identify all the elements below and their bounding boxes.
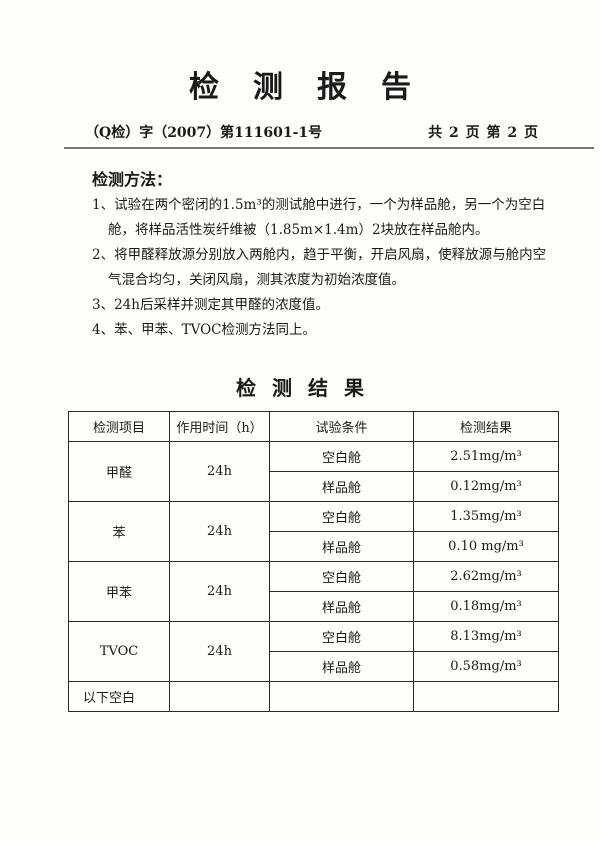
table-footer-row: 以下空白: [68, 681, 559, 712]
report-title: 检测报告: [189, 70, 445, 105]
condition-cell: 空白舱: [269, 561, 414, 592]
condition-cell: 空白舱: [269, 621, 414, 652]
item-cell: TVOC: [68, 621, 170, 682]
empty-cell: [169, 681, 270, 712]
header-result: 检测结果: [413, 411, 559, 442]
table-row: 样品舱 0.12mg/m³: [69, 471, 559, 502]
item-cell: 甲苯: [68, 561, 170, 622]
time-cell: 24h: [169, 561, 270, 622]
table-row: 样品舱 0.10 mg/m³: [69, 531, 559, 562]
method-line: 舱，将样品活性炭纤维被（1.85m×1.4m）2块放在样品舱内。: [108, 222, 489, 238]
condition-cell: 样品舱: [269, 591, 414, 622]
page-info: 共 2 页 第 2 页: [428, 125, 538, 141]
method-line: 1、试验在两个密闭的1.5m³的测试舱中进行，一个为样品舱，另一个为空白: [92, 197, 546, 213]
header-rule: [64, 147, 594, 149]
condition-cell: 样品舱: [269, 651, 414, 682]
header-time: 作用时间（h）: [169, 411, 270, 442]
document-number: （Q检）字（2007）第111601-1号: [85, 125, 323, 141]
time-cell: 24h: [169, 621, 270, 682]
results-heading: 检测结果: [236, 376, 380, 400]
blank-below-note: 以下空白: [68, 681, 170, 712]
result-cell: 0.18mg/m³: [413, 591, 559, 622]
table-row: 甲苯 24h 空白舱 2.62mg/m³: [68, 561, 559, 622]
empty-cell: [269, 681, 414, 712]
result-cell: 0.58mg/m³: [413, 651, 559, 682]
table-row: 样品舱 0.58mg/m³: [69, 651, 559, 682]
condition-cell: 样品舱: [269, 471, 414, 502]
time-cell: 24h: [169, 501, 270, 562]
item-cell: 苯: [68, 501, 170, 562]
table-row: TVOC 24h 空白舱 8.13mg/m³: [68, 621, 559, 682]
condition-cell: 样品舱: [269, 531, 414, 562]
time-cell: 24h: [169, 441, 270, 502]
result-cell: 1.35mg/m³: [413, 501, 559, 532]
header-item: 检测项目: [68, 411, 170, 442]
method-line: 4、苯、甲苯、TVOC检测方法同上。: [92, 322, 317, 338]
result-cell: 2.62mg/m³: [413, 561, 559, 592]
method-line: 气混合均匀，关闭风扇，测其浓度为初始浓度值。: [108, 272, 405, 288]
result-cell: 0.10 mg/m³: [413, 531, 559, 562]
table-row: 样品舱 0.18mg/m³: [69, 591, 559, 622]
table-header-row: 检测项目 作用时间（h） 试验条件 检测结果: [68, 411, 559, 442]
table-row: 苯 24h 空白舱 1.35mg/m³: [68, 501, 559, 562]
result-cell: 0.12mg/m³: [413, 471, 559, 502]
condition-cell: 空白舱: [269, 441, 414, 472]
header-condition: 试验条件: [269, 411, 414, 442]
results-table: 检测项目 作用时间（h） 试验条件 检测结果 甲醛 24h 空白舱 2.51mg…: [68, 411, 559, 712]
method-line: 2、将甲醛释放源分别放入两舱内，趋于平衡，开启风扇，使释放源与舱内空: [92, 247, 547, 263]
result-cell: 8.13mg/m³: [413, 621, 559, 652]
method-heading: 检测方法：: [92, 170, 173, 189]
item-cell: 甲醛: [68, 441, 170, 502]
condition-cell: 空白舱: [269, 501, 414, 532]
table-row: 甲醛 24h 空白舱 2.51mg/m³: [68, 441, 559, 502]
empty-cell: [413, 681, 559, 712]
method-line: 3、24h后采样并测定其甲醛的浓度值。: [92, 297, 329, 313]
result-cell: 2.51mg/m³: [413, 441, 559, 472]
